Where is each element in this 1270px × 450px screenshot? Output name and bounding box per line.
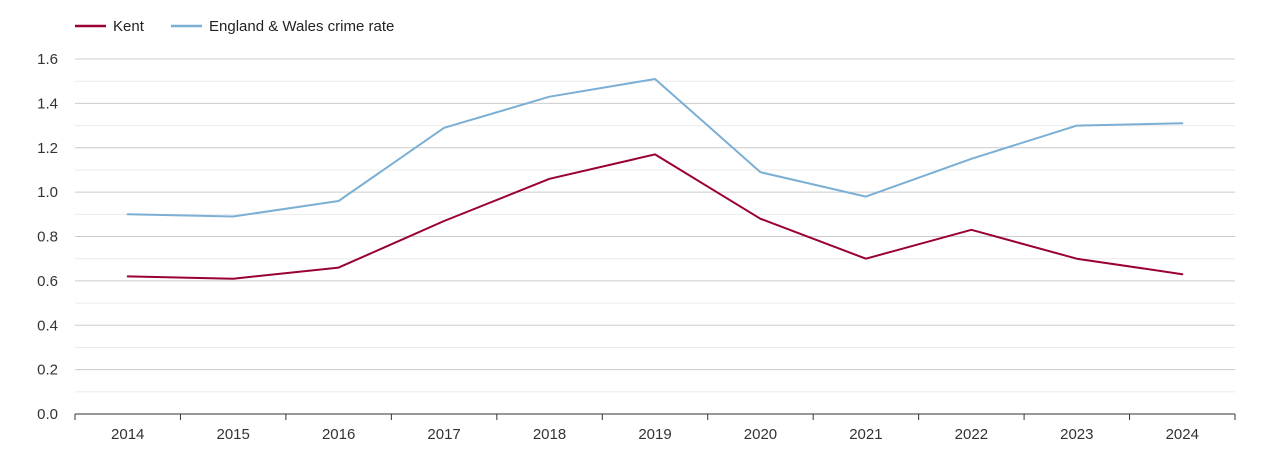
data-point-england-wales-crime-rate[interactable] xyxy=(544,91,556,103)
legend: Kent England & Wales crime rate xyxy=(75,18,394,35)
data-point-kent[interactable] xyxy=(860,253,872,265)
y-tick-label: 0.4 xyxy=(37,317,58,334)
legend-label-kent: Kent xyxy=(113,18,145,35)
x-tick-label: 2020 xyxy=(744,426,777,443)
y-tick-label: 0.2 xyxy=(37,362,58,379)
legend-label-england-wales: England & Wales crime rate xyxy=(209,18,394,35)
legend-item-kent[interactable]: Kent xyxy=(75,18,145,35)
x-tick-label: 2017 xyxy=(427,426,460,443)
x-tick-label: 2015 xyxy=(216,426,249,443)
series-line-kent[interactable] xyxy=(126,153,1184,280)
data-point-england-wales-crime-rate[interactable] xyxy=(860,191,872,203)
y-axis: 0.0 0.2 0.4 0.6 0.8 1.0 1.2 1.4 1.6 xyxy=(37,51,58,423)
y-tick-label: 0.8 xyxy=(37,229,58,246)
series-line-england-wales-crime-rate[interactable] xyxy=(126,78,1184,218)
data-point-england-wales-crime-rate[interactable] xyxy=(754,166,766,178)
series-layer xyxy=(122,73,1188,285)
x-tick-label: 2024 xyxy=(1166,426,1199,443)
y-tick-label: 1.4 xyxy=(37,95,58,112)
x-tick-label: 2022 xyxy=(955,426,988,443)
y-tick-label: 0.6 xyxy=(37,273,58,290)
data-point-england-wales-crime-rate[interactable] xyxy=(1071,120,1083,132)
data-point-england-wales-crime-rate[interactable] xyxy=(122,208,134,220)
data-point-england-wales-crime-rate[interactable] xyxy=(1176,117,1188,129)
x-tick-label: 2019 xyxy=(638,426,671,443)
gridlines xyxy=(75,58,1235,393)
legend-item-england-wales[interactable]: England & Wales crime rate xyxy=(171,18,394,35)
y-tick-label: 1.6 xyxy=(37,51,58,68)
data-point-kent[interactable] xyxy=(965,224,977,236)
data-point-kent[interactable] xyxy=(122,270,134,282)
y-tick-label: 0.0 xyxy=(37,406,58,423)
x-axis: 2014 2015 2016 2017 2018 2019 2020 2021 2022 2023… xyxy=(74,413,1236,443)
x-tick-label: 2014 xyxy=(111,426,144,443)
x-tick-label: 2021 xyxy=(849,426,882,443)
y-tick-label: 1.0 xyxy=(37,184,58,201)
data-point-kent[interactable] xyxy=(754,213,766,225)
data-point-england-wales-crime-rate[interactable] xyxy=(965,153,977,165)
data-point-england-wales-crime-rate[interactable] xyxy=(227,211,239,223)
x-tick-label: 2018 xyxy=(533,426,566,443)
data-point-kent[interactable] xyxy=(649,148,661,160)
data-point-kent[interactable] xyxy=(544,173,556,185)
data-point-kent[interactable] xyxy=(333,262,345,274)
data-point-kent[interactable] xyxy=(438,215,450,227)
data-point-kent[interactable] xyxy=(1176,268,1188,280)
data-point-kent[interactable] xyxy=(227,273,239,285)
data-point-england-wales-crime-rate[interactable] xyxy=(649,73,661,85)
data-point-kent[interactable] xyxy=(1071,253,1083,265)
x-tick-label: 2023 xyxy=(1060,426,1093,443)
x-tick-label: 2016 xyxy=(322,426,355,443)
y-tick-label: 1.2 xyxy=(37,140,58,157)
data-point-england-wales-crime-rate[interactable] xyxy=(438,122,450,134)
data-point-england-wales-crime-rate[interactable] xyxy=(333,195,345,207)
